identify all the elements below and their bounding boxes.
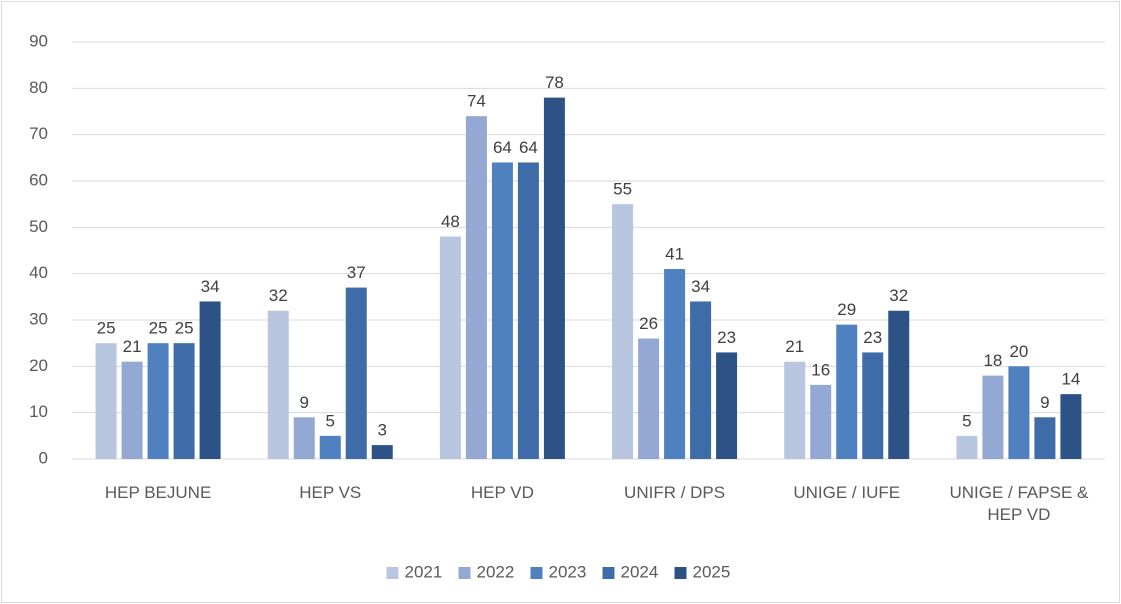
data-label: 23 [863, 328, 882, 347]
bar [664, 269, 686, 459]
data-label: 20 [1009, 342, 1028, 361]
bar [1060, 394, 1082, 459]
legend-label: 2024 [621, 562, 659, 581]
bar [439, 236, 461, 459]
data-label: 74 [467, 92, 486, 111]
y-tick-label: 60 [29, 170, 48, 189]
data-label: 55 [613, 180, 632, 199]
data-label: 37 [347, 263, 366, 282]
bar [1034, 417, 1056, 459]
data-label: 5 [962, 411, 971, 430]
legend-label: 2021 [405, 562, 443, 581]
x-tick-label: UNIGE / FAPSE & HEP VD [949, 483, 1089, 524]
data-label: 5 [326, 411, 335, 430]
bar [888, 310, 910, 459]
y-tick-label: 10 [29, 402, 48, 421]
legend-swatch [386, 567, 399, 579]
bar [982, 375, 1004, 459]
bar [267, 310, 289, 459]
bar [199, 301, 221, 459]
data-label: 21 [123, 337, 142, 356]
data-label: 41 [665, 245, 684, 264]
x-tick-label: UNIFR / DPS [624, 483, 726, 502]
bar [956, 435, 978, 459]
legend-label: 2023 [549, 562, 587, 581]
y-tick-label: 70 [29, 124, 48, 143]
x-tick-label: HEP BEJUNE [104, 483, 212, 502]
data-label: 9 [1040, 393, 1049, 412]
legend-swatch [602, 567, 615, 579]
legend-label: 2022 [477, 562, 515, 581]
data-label: 34 [691, 277, 710, 296]
y-tick-label: 80 [29, 78, 48, 97]
data-label: 64 [519, 138, 538, 157]
bar [1008, 366, 1030, 459]
bar [517, 162, 539, 459]
y-tick-label: 40 [29, 263, 48, 282]
y-tick-label: 90 [29, 31, 48, 50]
bar [147, 343, 169, 459]
data-label: 25 [149, 319, 168, 338]
bar [543, 97, 565, 459]
data-label: 48 [441, 212, 460, 231]
data-label: 26 [639, 314, 658, 333]
bar [345, 287, 367, 459]
bar [173, 343, 195, 459]
bar [690, 301, 712, 459]
data-label: 25 [175, 319, 194, 338]
bar [371, 445, 393, 459]
data-label: 29 [837, 300, 856, 319]
legend-swatch [674, 567, 687, 579]
x-tick-label: HEP VD [470, 483, 534, 502]
bar [95, 343, 117, 459]
data-label: 64 [493, 138, 512, 157]
data-label: 23 [717, 328, 736, 347]
data-label: 32 [889, 286, 908, 305]
bar [862, 352, 884, 459]
data-label: 34 [201, 277, 220, 296]
y-tick-label: 30 [29, 309, 48, 328]
x-tick-label: HEP VS [299, 483, 362, 502]
bar [638, 338, 660, 459]
x-tick-label: UNIGE / IUFE [793, 483, 901, 502]
bar [491, 162, 513, 459]
y-tick-label: 20 [29, 356, 48, 375]
data-label: 18 [983, 351, 1002, 370]
legend-swatch [530, 567, 543, 579]
data-label: 3 [378, 421, 387, 440]
bar [293, 417, 315, 459]
legend-swatch [458, 567, 471, 579]
legend-label: 2025 [693, 562, 731, 581]
data-label: 78 [545, 73, 564, 92]
bar [716, 352, 738, 459]
data-label: 21 [785, 337, 804, 356]
y-tick-label: 50 [29, 217, 48, 236]
bar [121, 361, 143, 459]
data-label: 16 [811, 360, 830, 379]
data-label: 32 [269, 286, 288, 305]
bar [810, 384, 832, 459]
y-tick-label: 0 [39, 448, 48, 467]
data-label: 9 [300, 393, 309, 412]
bar [784, 361, 806, 459]
bar [319, 435, 341, 459]
bar [836, 324, 858, 459]
bar [465, 116, 487, 459]
data-label: 25 [97, 319, 116, 338]
bar [612, 204, 634, 459]
data-label: 14 [1061, 370, 1080, 389]
